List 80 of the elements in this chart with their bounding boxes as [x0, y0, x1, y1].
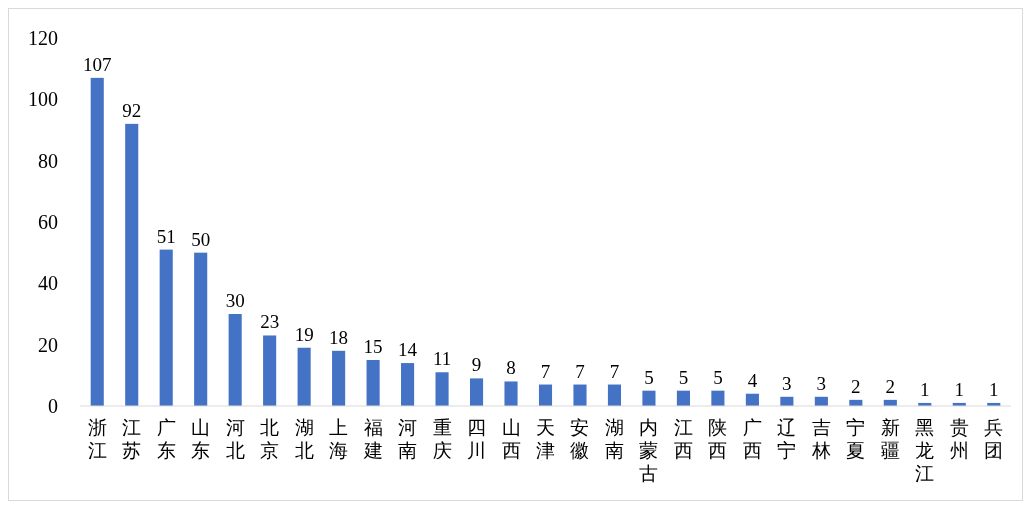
data-label: 4 [747, 369, 758, 391]
x-tick-label: 福建 [362, 417, 383, 461]
data-label: 30 [225, 290, 245, 311]
data-label: 19 [294, 323, 314, 345]
data-label: 15 [363, 336, 383, 357]
bar [538, 384, 553, 406]
data-label: 14 [398, 339, 418, 361]
bar [263, 335, 277, 406]
x-tick-label: 兵团 [984, 417, 1004, 461]
x-tick-label: 上海 [329, 417, 349, 461]
data-label: 51 [156, 225, 176, 247]
data-label: 107 [82, 53, 112, 75]
bar [435, 372, 449, 406]
data-label: 5 [644, 366, 654, 388]
x-tick-label: 黑龙江 [915, 417, 935, 484]
x-tick-label: 江苏 [122, 417, 142, 461]
bar [332, 350, 346, 406]
bar [297, 347, 311, 406]
y-tick-label: 40 [38, 272, 58, 295]
data-label: 5 [713, 366, 723, 388]
bar [711, 390, 725, 406]
y-tick-label: 60 [38, 211, 58, 233]
data-label: 2 [851, 375, 861, 397]
x-tick-label: 河北 [225, 417, 245, 461]
bar [469, 378, 484, 406]
x-tick-label: 广东 [156, 417, 176, 461]
data-label: 23 [260, 311, 280, 333]
x-tick-label: 新疆 [880, 417, 900, 461]
data-label: 7 [575, 360, 585, 382]
y-tick-label: 0 [48, 395, 58, 417]
data-label: 92 [122, 99, 142, 121]
data-label: 50 [191, 228, 211, 250]
x-tick-label: 辽宁 [777, 417, 797, 461]
x-tick-label: 陕西 [708, 417, 728, 461]
bar [573, 384, 587, 406]
bar [642, 390, 656, 406]
x-tick-label: 北京 [260, 417, 280, 461]
y-tick-label: 20 [38, 333, 58, 356]
y-tick-label: 80 [38, 149, 58, 172]
data-label: 1 [954, 378, 965, 400]
y-tick-label: 120 [28, 27, 58, 49]
data-label: 9 [471, 354, 482, 376]
data-label: 7 [540, 360, 551, 382]
x-tick-label: 内蒙古 [639, 417, 659, 484]
bar [194, 252, 208, 406]
x-tick-label: 天津 [536, 417, 555, 461]
data-label: 11 [432, 348, 452, 370]
x-tick-label: 湖南 [604, 417, 624, 461]
data-label: 3 [782, 372, 792, 394]
x-tick-label: 山西 [501, 417, 521, 461]
bar [366, 360, 380, 406]
bar [90, 77, 104, 406]
x-tick-label: 湖北 [294, 417, 314, 461]
bar [607, 384, 622, 406]
x-tick-label: 吉林 [810, 417, 831, 461]
x-tick-label: 贵州 [949, 417, 969, 461]
x-tick-label: 重庆 [432, 417, 452, 461]
bar [676, 390, 690, 406]
x-tick-label: 安徽 [570, 417, 590, 461]
x-tick-label: 山东 [191, 417, 211, 461]
x-tick-label: 四川 [467, 417, 487, 461]
bar [125, 123, 139, 406]
data-label: 1 [989, 378, 999, 400]
x-tick-label: 浙江 [87, 417, 107, 461]
bar [159, 249, 173, 406]
bar [228, 314, 242, 406]
data-label: 2 [885, 375, 896, 397]
data-label: 7 [609, 360, 620, 382]
data-label: 1 [920, 378, 930, 400]
x-tick-label: 广西 [742, 417, 762, 461]
y-tick-label: 100 [28, 88, 58, 111]
x-tick-label: 宁夏 [846, 417, 866, 461]
bar [504, 381, 518, 406]
data-label: 8 [506, 357, 516, 379]
data-label: 5 [678, 366, 689, 388]
data-label: 3 [816, 372, 827, 394]
x-tick-label: 河南 [398, 417, 418, 461]
data-label: 18 [329, 326, 349, 348]
bar [401, 363, 415, 406]
x-tick-label: 江西 [673, 417, 693, 461]
